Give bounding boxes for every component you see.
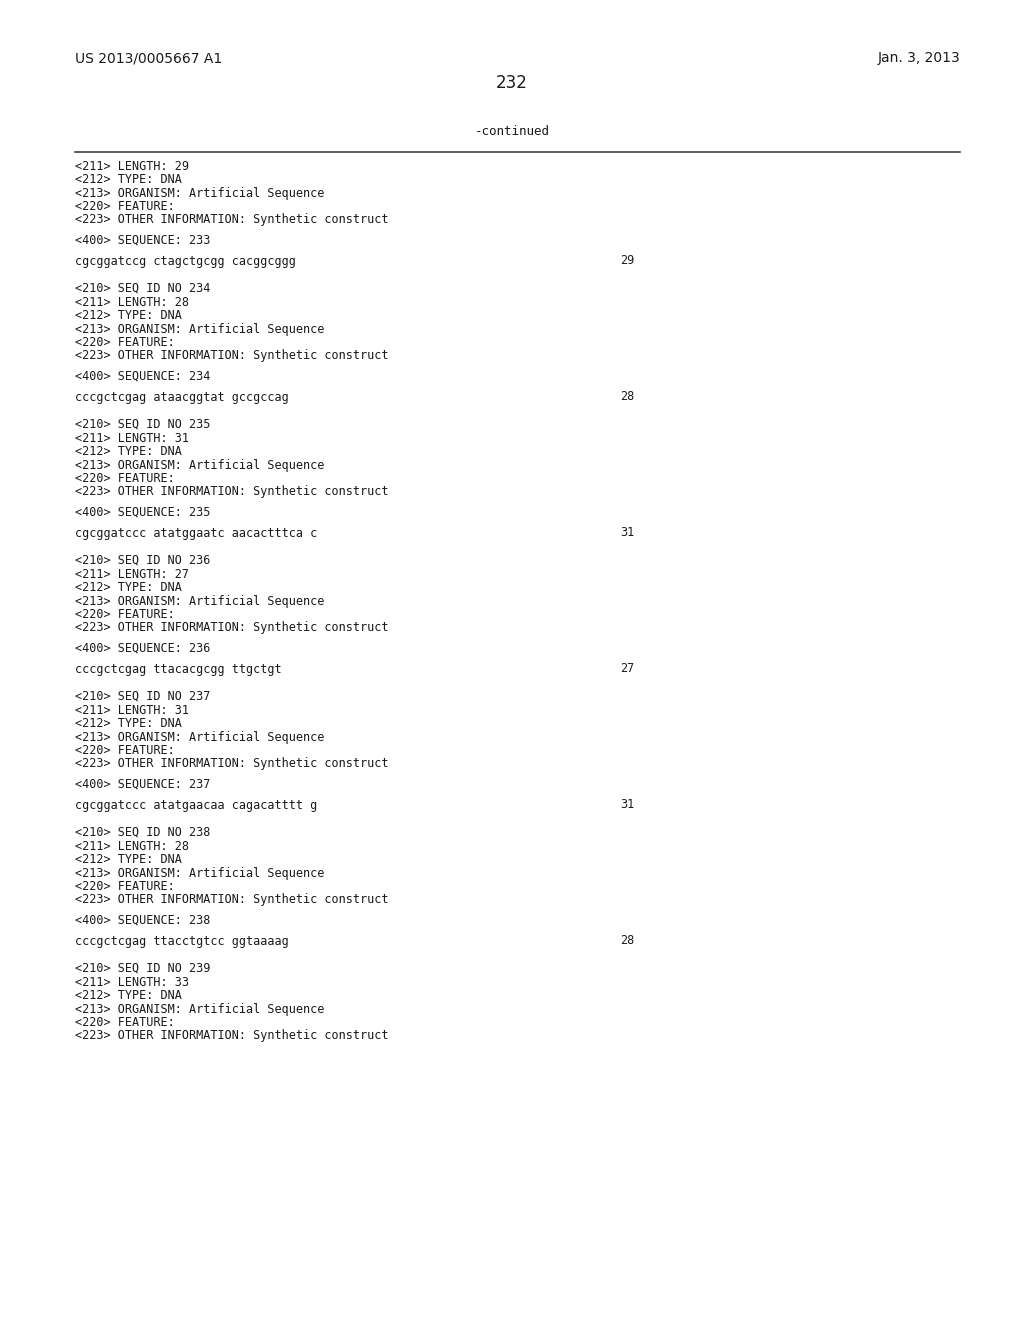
- Text: <212> TYPE: DNA: <212> TYPE: DNA: [75, 309, 182, 322]
- Text: Jan. 3, 2013: Jan. 3, 2013: [878, 51, 961, 65]
- Text: <213> ORGANISM: Artificial Sequence: <213> ORGANISM: Artificial Sequence: [75, 186, 325, 199]
- Text: cccgctcgag ttacctgtcc ggtaaaag: cccgctcgag ttacctgtcc ggtaaaag: [75, 935, 289, 948]
- Text: <210> SEQ ID NO 235: <210> SEQ ID NO 235: [75, 418, 210, 432]
- Text: <223> OTHER INFORMATION: Synthetic construct: <223> OTHER INFORMATION: Synthetic const…: [75, 1030, 388, 1043]
- Text: 31: 31: [620, 799, 634, 812]
- Text: <213> ORGANISM: Artificial Sequence: <213> ORGANISM: Artificial Sequence: [75, 322, 325, 335]
- Text: <211> LENGTH: 33: <211> LENGTH: 33: [75, 975, 189, 989]
- Text: 29: 29: [620, 255, 634, 268]
- Text: 232: 232: [496, 74, 528, 92]
- Text: 28: 28: [620, 935, 634, 948]
- Text: <212> TYPE: DNA: <212> TYPE: DNA: [75, 853, 182, 866]
- Text: <210> SEQ ID NO 234: <210> SEQ ID NO 234: [75, 282, 210, 294]
- Text: <223> OTHER INFORMATION: Synthetic construct: <223> OTHER INFORMATION: Synthetic const…: [75, 214, 388, 227]
- Text: cgcggatccc atatgaacaa cagacatttt g: cgcggatccc atatgaacaa cagacatttt g: [75, 799, 317, 812]
- Text: <212> TYPE: DNA: <212> TYPE: DNA: [75, 445, 182, 458]
- Text: <211> LENGTH: 31: <211> LENGTH: 31: [75, 704, 189, 717]
- Text: cccgctcgag ttacacgcgg ttgctgt: cccgctcgag ttacacgcgg ttgctgt: [75, 663, 282, 676]
- Text: <213> ORGANISM: Artificial Sequence: <213> ORGANISM: Artificial Sequence: [75, 458, 325, 471]
- Text: <213> ORGANISM: Artificial Sequence: <213> ORGANISM: Artificial Sequence: [75, 866, 325, 879]
- Text: <220> FEATURE:: <220> FEATURE:: [75, 201, 175, 213]
- Text: <213> ORGANISM: Artificial Sequence: <213> ORGANISM: Artificial Sequence: [75, 730, 325, 743]
- Text: <211> LENGTH: 31: <211> LENGTH: 31: [75, 432, 189, 445]
- Text: <400> SEQUENCE: 237: <400> SEQUENCE: 237: [75, 777, 210, 791]
- Text: <211> LENGTH: 29: <211> LENGTH: 29: [75, 160, 189, 173]
- Text: <223> OTHER INFORMATION: Synthetic construct: <223> OTHER INFORMATION: Synthetic const…: [75, 350, 388, 363]
- Text: <400> SEQUENCE: 233: <400> SEQUENCE: 233: [75, 234, 210, 247]
- Text: <220> FEATURE:: <220> FEATURE:: [75, 880, 175, 894]
- Text: 27: 27: [620, 663, 634, 676]
- Text: <212> TYPE: DNA: <212> TYPE: DNA: [75, 581, 182, 594]
- Text: <210> SEQ ID NO 236: <210> SEQ ID NO 236: [75, 554, 210, 568]
- Text: <213> ORGANISM: Artificial Sequence: <213> ORGANISM: Artificial Sequence: [75, 594, 325, 607]
- Text: <213> ORGANISM: Artificial Sequence: <213> ORGANISM: Artificial Sequence: [75, 1002, 325, 1015]
- Text: <223> OTHER INFORMATION: Synthetic construct: <223> OTHER INFORMATION: Synthetic const…: [75, 894, 388, 907]
- Text: <220> FEATURE:: <220> FEATURE:: [75, 744, 175, 756]
- Text: <210> SEQ ID NO 238: <210> SEQ ID NO 238: [75, 826, 210, 840]
- Text: cgcggatccc atatggaatc aacactttca c: cgcggatccc atatggaatc aacactttca c: [75, 527, 317, 540]
- Text: -continued: -continued: [474, 125, 550, 139]
- Text: <223> OTHER INFORMATION: Synthetic construct: <223> OTHER INFORMATION: Synthetic const…: [75, 486, 388, 499]
- Text: <220> FEATURE:: <220> FEATURE:: [75, 337, 175, 348]
- Text: <210> SEQ ID NO 239: <210> SEQ ID NO 239: [75, 962, 210, 975]
- Text: <211> LENGTH: 28: <211> LENGTH: 28: [75, 296, 189, 309]
- Text: <212> TYPE: DNA: <212> TYPE: DNA: [75, 173, 182, 186]
- Text: <211> LENGTH: 28: <211> LENGTH: 28: [75, 840, 189, 853]
- Text: <220> FEATURE:: <220> FEATURE:: [75, 1016, 175, 1030]
- Text: US 2013/0005667 A1: US 2013/0005667 A1: [75, 51, 222, 65]
- Text: <220> FEATURE:: <220> FEATURE:: [75, 609, 175, 620]
- Text: <220> FEATURE:: <220> FEATURE:: [75, 473, 175, 484]
- Text: <223> OTHER INFORMATION: Synthetic construct: <223> OTHER INFORMATION: Synthetic const…: [75, 758, 388, 771]
- Text: cgcggatccg ctagctgcgg cacggcggg: cgcggatccg ctagctgcgg cacggcggg: [75, 255, 296, 268]
- Text: <212> TYPE: DNA: <212> TYPE: DNA: [75, 717, 182, 730]
- Text: cccgctcgag ataacggtat gccgccag: cccgctcgag ataacggtat gccgccag: [75, 391, 289, 404]
- Text: <400> SEQUENCE: 234: <400> SEQUENCE: 234: [75, 370, 210, 383]
- Text: <400> SEQUENCE: 235: <400> SEQUENCE: 235: [75, 506, 210, 519]
- Text: <211> LENGTH: 27: <211> LENGTH: 27: [75, 568, 189, 581]
- Text: <223> OTHER INFORMATION: Synthetic construct: <223> OTHER INFORMATION: Synthetic const…: [75, 622, 388, 635]
- Text: 28: 28: [620, 391, 634, 404]
- Text: <212> TYPE: DNA: <212> TYPE: DNA: [75, 989, 182, 1002]
- Text: 31: 31: [620, 527, 634, 540]
- Text: <210> SEQ ID NO 237: <210> SEQ ID NO 237: [75, 690, 210, 704]
- Text: <400> SEQUENCE: 238: <400> SEQUENCE: 238: [75, 913, 210, 927]
- Text: <400> SEQUENCE: 236: <400> SEQUENCE: 236: [75, 642, 210, 655]
